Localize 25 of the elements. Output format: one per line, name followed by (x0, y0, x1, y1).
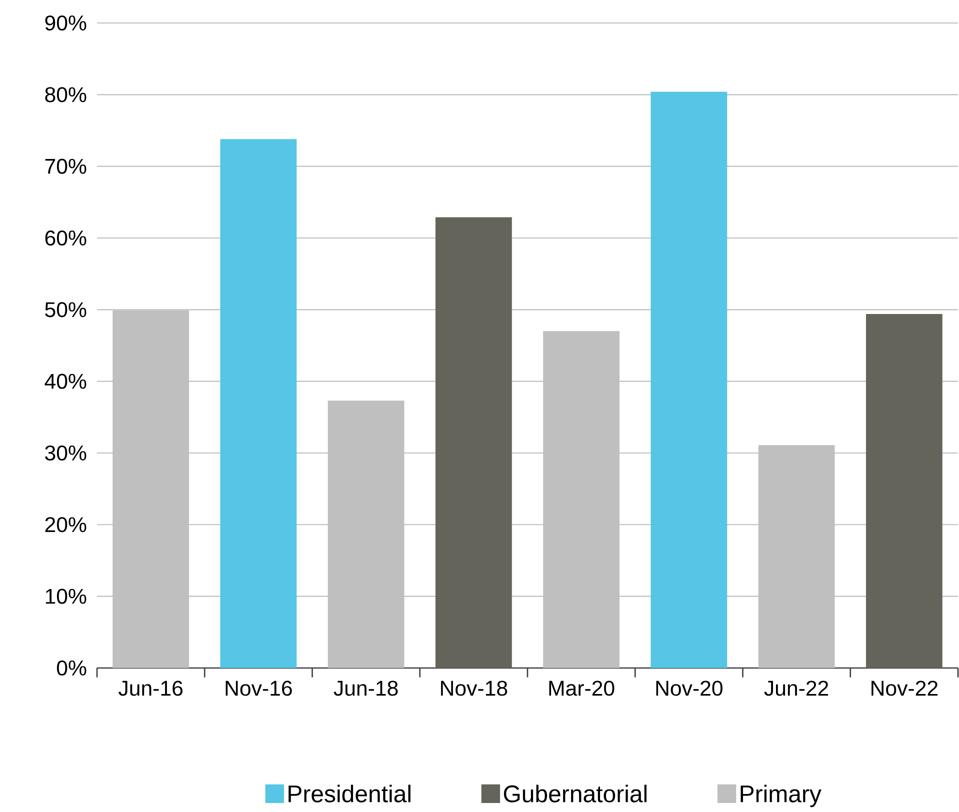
y-tick-label: 0% (56, 660, 86, 676)
x-tick-label: Nov-22 (872, 680, 938, 696)
y-tick-label: 70% (45, 158, 86, 174)
y-tick-label: 30% (45, 445, 86, 461)
bar (220, 139, 297, 668)
y-tick-label: 10% (46, 588, 86, 604)
y-tick-label: 50% (45, 302, 86, 318)
bar (866, 314, 942, 668)
x-tick-label: Nov-20 (656, 680, 722, 696)
legend-label: Gubernatorial (504, 784, 646, 802)
x-tick-label: Jun-16 (118, 680, 182, 696)
x-tick-label: Nov-18 (441, 680, 508, 696)
y-tick-label: 60% (45, 230, 86, 246)
y-tick-label: 40% (44, 374, 86, 389)
bar (435, 217, 512, 668)
bar (650, 92, 728, 668)
y-tick-label: 90% (45, 15, 86, 31)
x-tick-label: Mar-20 (549, 680, 614, 696)
x-tick-label: Jun-22 (764, 680, 828, 696)
legend-label: Primary (740, 784, 822, 808)
x-tick-label: Nov-16 (226, 680, 292, 696)
x-tick-label: Jun-18 (334, 680, 398, 696)
y-tick-label: 20% (45, 517, 86, 532)
y-tick-label: 80% (45, 87, 86, 102)
legend-label: Presidential (288, 784, 410, 802)
